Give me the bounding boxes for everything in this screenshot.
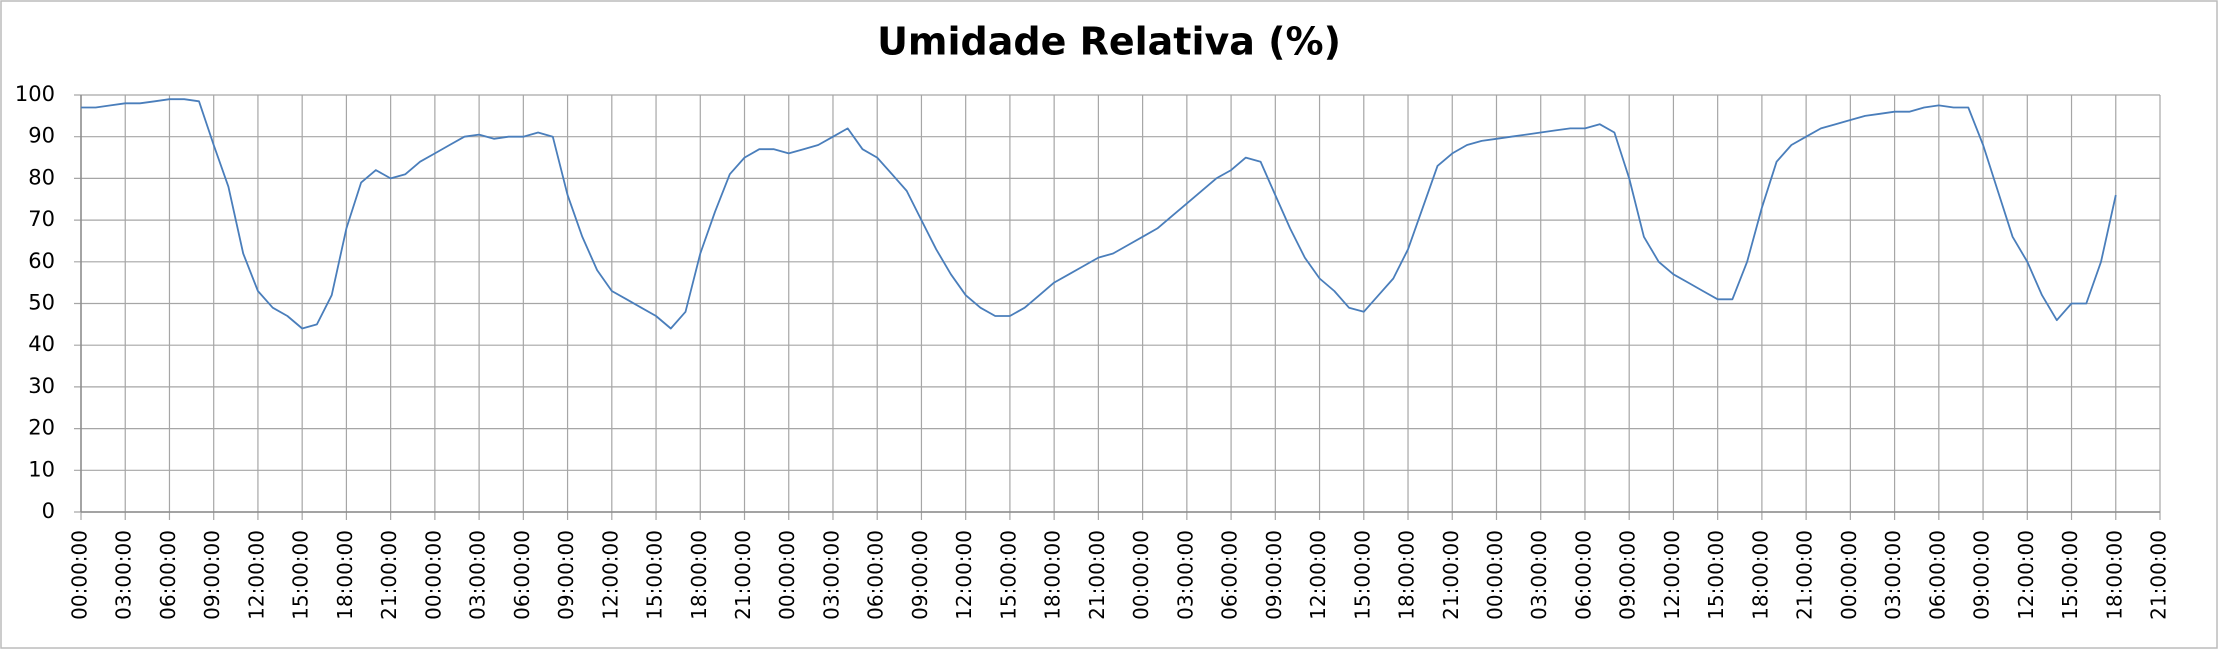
x-tick-label: 09:00:00 bbox=[1970, 530, 1994, 620]
x-tick-label: 18:00:00 bbox=[2102, 530, 2126, 620]
x-tick-label: 06:00:00 bbox=[510, 530, 534, 620]
x-tick-label: 06:00:00 bbox=[1571, 530, 1595, 620]
x-tick-label: 18:00:00 bbox=[687, 530, 711, 620]
y-tick-label: 10 bbox=[28, 457, 55, 481]
x-tick-label: 15:00:00 bbox=[1350, 530, 1374, 620]
chart-title: Umidade Relativa (%) bbox=[877, 20, 1341, 64]
x-tick-label: 06:00:00 bbox=[864, 530, 888, 620]
y-tick-label: 20 bbox=[28, 416, 55, 440]
x-tick-label: 03:00:00 bbox=[1527, 530, 1551, 620]
x-tick-label: 12:00:00 bbox=[1660, 530, 1684, 620]
x-tick-label: 06:00:00 bbox=[1218, 530, 1242, 620]
x-tick-label: 18:00:00 bbox=[1395, 530, 1419, 620]
x-tick-label: 00:00:00 bbox=[1129, 530, 1153, 620]
x-tick-label: 03:00:00 bbox=[1881, 530, 1905, 620]
x-tick-label: 09:00:00 bbox=[200, 530, 224, 620]
x-tick-label: 18:00:00 bbox=[1748, 530, 1772, 620]
x-tick-label: 15:00:00 bbox=[289, 530, 313, 620]
x-tick-label: 00:00:00 bbox=[1837, 530, 1861, 620]
x-tick-label: 21:00:00 bbox=[1793, 530, 1817, 620]
x-tick-label: 21:00:00 bbox=[731, 530, 755, 620]
x-tick-label: 12:00:00 bbox=[952, 530, 976, 620]
y-tick-label: 70 bbox=[28, 207, 55, 231]
x-tick-label: 21:00:00 bbox=[1439, 530, 1463, 620]
x-tick-label: 21:00:00 bbox=[377, 530, 401, 620]
x-tick-label: 06:00:00 bbox=[1925, 530, 1949, 620]
line-series bbox=[81, 98, 2117, 330]
x-tick-label: 12:00:00 bbox=[598, 530, 622, 620]
x-tick-label: 12:00:00 bbox=[244, 530, 268, 620]
x-tick-label: 15:00:00 bbox=[996, 530, 1020, 620]
x-tick-label: 03:00:00 bbox=[819, 530, 843, 620]
y-tick-label: 90 bbox=[28, 124, 55, 148]
y-tick-label: 100 bbox=[15, 82, 55, 106]
x-tick-label: 09:00:00 bbox=[1616, 530, 1640, 620]
y-tick-label: 40 bbox=[28, 332, 55, 356]
x-tick-label: 21:00:00 bbox=[1085, 530, 1109, 620]
y-tick-label: 0 bbox=[42, 499, 55, 523]
x-tick-label: 15:00:00 bbox=[1704, 530, 1728, 620]
x-tick-label: 15:00:00 bbox=[2058, 530, 2082, 620]
x-tick-label: 03:00:00 bbox=[112, 530, 136, 620]
x-tick-label: 00:00:00 bbox=[775, 530, 799, 620]
x-tick-label: 06:00:00 bbox=[156, 530, 180, 620]
x-tick-label: 18:00:00 bbox=[1041, 530, 1065, 620]
x-tick-label: 09:00:00 bbox=[1262, 530, 1286, 620]
y-tick-label: 50 bbox=[28, 291, 55, 315]
x-tick-label: 21:00:00 bbox=[2147, 530, 2171, 620]
x-tick-label: 00:00:00 bbox=[421, 530, 445, 620]
x-tick-label: 00:00:00 bbox=[68, 530, 92, 620]
x-tick-label: 03:00:00 bbox=[466, 530, 490, 620]
y-tick-label: 60 bbox=[28, 249, 55, 273]
y-tick-label: 30 bbox=[28, 374, 55, 398]
x-tick-label: 09:00:00 bbox=[554, 530, 578, 620]
x-tick-label: 12:00:00 bbox=[2014, 530, 2038, 620]
y-tick-label: 80 bbox=[28, 165, 55, 189]
x-tick-label: 12:00:00 bbox=[1306, 530, 1330, 620]
x-tick-label: 03:00:00 bbox=[1173, 530, 1197, 620]
x-tick-label: 00:00:00 bbox=[1483, 530, 1507, 620]
x-tick-label: 09:00:00 bbox=[908, 530, 932, 620]
x-tick-label: 15:00:00 bbox=[643, 530, 667, 620]
x-tick-label: 18:00:00 bbox=[333, 530, 357, 620]
